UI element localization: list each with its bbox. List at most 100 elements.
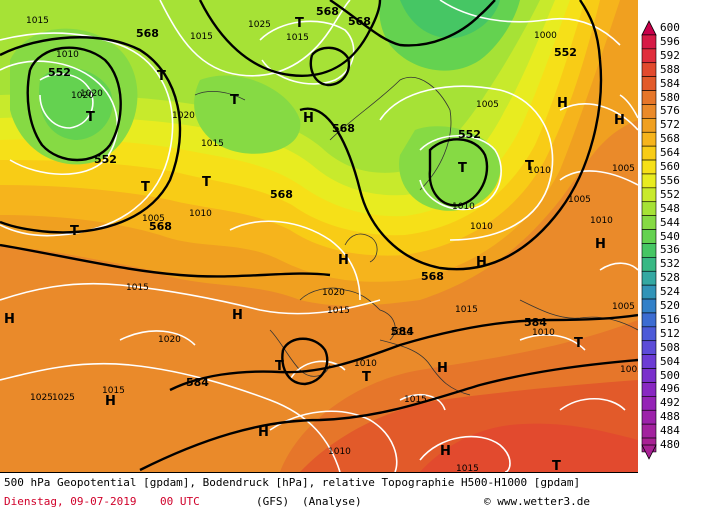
legend-swatch [641, 382, 657, 397]
geopotential-label: 568 [316, 5, 339, 18]
pressure-label: 1015 [286, 33, 309, 43]
pressure-label: 1005 [612, 164, 635, 174]
legend-swatch [641, 145, 657, 161]
low-center: T [70, 224, 79, 239]
pressure-label: 1015 [327, 306, 350, 316]
legend-swatch [641, 62, 657, 77]
legend-value-label: 548 [660, 201, 680, 215]
geopotential-label: 568 [136, 27, 159, 40]
band-544-atlantic [194, 75, 301, 154]
legend-value-label: 496 [660, 382, 680, 396]
legend-value-label: 560 [660, 160, 680, 173]
color-scale-legend: 600 596 592 588 584 580 576 572 568 564 560 556 552 5… [638, 0, 704, 472]
legend-swatch [641, 284, 657, 300]
pressure-label: 1015 [102, 386, 125, 396]
pressure-centers: T T T T T T T T T T T T T H H H H H H H [4, 16, 625, 472]
legend-value-label: 528 [660, 271, 680, 285]
legend-value-label: 552 [660, 187, 680, 201]
low-center: T [362, 370, 371, 385]
legend-value-label: 544 [660, 215, 680, 229]
legend-swatch [641, 368, 657, 383]
legend-value-label: 572 [660, 118, 680, 132]
legend-swatch [641, 131, 657, 147]
legend-value-label: 480 [660, 438, 680, 451]
legend-swatch [641, 326, 657, 342]
geopotential-contours [0, 0, 638, 472]
weather-map: T T T T T T T T T T T T T H H H H H H H [0, 0, 638, 472]
caption-analysis: (Analyse) [302, 495, 362, 508]
low-center: T [295, 16, 304, 31]
legend-swatch [641, 423, 657, 439]
low-center: T [202, 175, 211, 190]
pressure-label: 1010 [56, 50, 79, 60]
high-center: H [595, 237, 606, 252]
geopotential-label: 584 [186, 376, 209, 389]
legend-swatch [641, 354, 657, 369]
map-caption: 500 hPa Geopotential [gpdam], Bodendruck… [0, 472, 638, 514]
low-center: T [230, 93, 239, 108]
legend-value-label: 576 [660, 104, 680, 118]
legend-value-label: 508 [660, 340, 680, 354]
geopotential-label: 568 [332, 122, 355, 135]
pressure-label: 1015 [26, 16, 49, 26]
legend-swatch [641, 312, 657, 328]
legend-value-label: 512 [660, 326, 680, 340]
low-center: T [141, 180, 150, 195]
pressure-label: 1010 [328, 447, 351, 457]
pressure-label: 1015 [126, 283, 149, 293]
high-center: H [4, 312, 15, 327]
legend-swatch [641, 159, 657, 175]
high-center: H [440, 444, 451, 459]
legend-value-label: 596 [660, 34, 680, 48]
geopotential-label: 584 [524, 316, 547, 329]
pressure-label: 1025 [248, 20, 271, 30]
geopotential-labels: 568 552 552 568 568 568 552 552 568 568 … [48, 5, 577, 389]
caption-title: 500 hPa Geopotential [gpdam], Bodendruck… [4, 476, 581, 489]
legend-value-label: 588 [660, 62, 680, 76]
low-center: T [86, 110, 95, 125]
geopotential-label: 568 [421, 270, 444, 283]
pressure-label: 1015 [201, 139, 224, 149]
legend-swatch [641, 48, 657, 64]
geopotential-label: 552 [458, 128, 481, 141]
legend-swatch [641, 173, 657, 189]
legend-swatch [641, 201, 657, 216]
legend-value-label: 532 [660, 257, 680, 271]
geopotential-label: 568 [348, 15, 371, 28]
legend-value-label: 492 [660, 396, 680, 410]
legend-swatch [641, 118, 657, 133]
legend-arrow-down [641, 444, 657, 460]
high-center: H [338, 253, 349, 268]
pressure-label: 1000 [534, 31, 557, 41]
caption-date: Dienstag, 09-07-2019 [4, 495, 137, 508]
legend-swatch [641, 340, 657, 355]
legend-value-label: 592 [660, 48, 680, 62]
pressure-label: 1020 [158, 335, 181, 345]
pressure-label: 1010 [452, 202, 475, 212]
legend-value-label: 564 [660, 146, 680, 160]
legend-value-label: 488 [660, 410, 680, 424]
pressure-label: 1010 [189, 209, 212, 219]
legend-swatch [641, 90, 657, 105]
high-center: H [303, 111, 314, 126]
high-center: H [437, 361, 448, 376]
legend-value-label: 568 [660, 132, 680, 146]
legend-value-label: 524 [660, 285, 680, 299]
pressure-label: 1010 [528, 166, 551, 176]
low-center: T [552, 459, 561, 472]
legend-swatch [641, 243, 657, 258]
pressure-label: 1005 [620, 365, 638, 375]
legend-value-label: 536 [660, 243, 680, 257]
legend-swatch [641, 187, 657, 203]
pressure-label: 1010 [532, 328, 555, 338]
geopotential-label: 552 [554, 46, 577, 59]
legend-swatch [641, 298, 657, 314]
geopotential-label: 584 [391, 325, 414, 338]
high-center: H [557, 96, 568, 111]
caption-time: 00 UTC [160, 495, 200, 508]
legend-swatch [641, 270, 657, 286]
pressure-label: 1010 [354, 359, 377, 369]
pressure-label: 1015 [455, 305, 478, 315]
caption-copyright: © www.wetter3.de [484, 495, 590, 508]
